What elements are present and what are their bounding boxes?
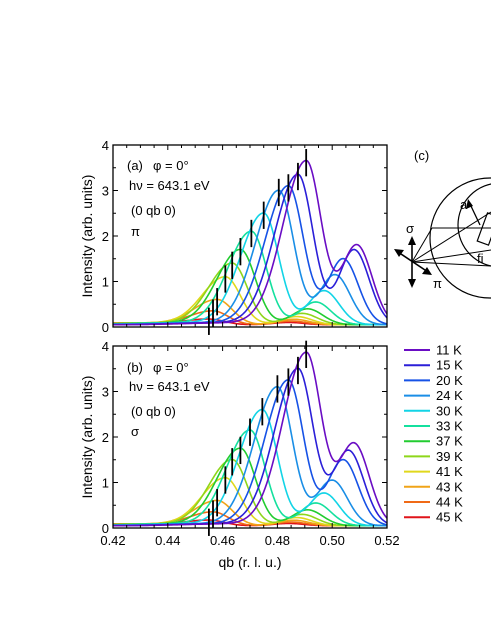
legend-entry: 39 K: [436, 449, 463, 464]
series-line: [112, 173, 388, 326]
panel-c-schematic: (c) σ π a fi: [394, 148, 491, 299]
y-tick-label: 2: [102, 229, 109, 244]
sample-circle-inner: [457, 183, 491, 267]
pi-arrowhead-1-icon: [394, 249, 404, 257]
legend-entry: 11 K: [436, 343, 462, 358]
annotation-energy-b: hν = 643.1 eV: [129, 379, 210, 394]
annotation-pol-b: σ: [131, 424, 139, 439]
y-axis-label-a: Intensity (arb. units): [79, 175, 95, 298]
pi-arrowhead-2-icon: [422, 267, 432, 275]
x-tick-label: 0.52: [374, 533, 399, 548]
y-tick-label: 0: [102, 521, 109, 536]
y-tick-labels-b: 0 1 2 3 4: [102, 339, 109, 536]
x-axis-label: qb (r. l. u.): [218, 554, 281, 570]
legend-entry: 30 K: [436, 403, 463, 418]
y-axis-label-b: Intensity (arb. units): [79, 376, 95, 499]
x-tick-label: 0.44: [155, 533, 180, 548]
pi-label: π: [433, 276, 442, 291]
series-line: [112, 351, 388, 527]
sigma-arrowhead-down-icon: [408, 279, 416, 288]
annotation-pol-a: π: [131, 224, 140, 239]
sigma-arrowhead-up-icon: [408, 236, 416, 245]
peak-markers-b: [207, 340, 308, 536]
legend-entry: 15 K: [436, 358, 463, 373]
y-tick-label: 1: [102, 476, 109, 491]
y-tick-label: 3: [102, 385, 109, 400]
curves-a: [112, 159, 388, 326]
plane-line-2: [411, 227, 433, 263]
fi-label: fi: [477, 251, 484, 266]
x-tick-label: 0.48: [265, 533, 290, 548]
series-line: [112, 159, 388, 326]
x-tick-label: 0.42: [100, 533, 125, 548]
plane-line-3: [411, 261, 491, 267]
legend-entry: 37 K: [436, 434, 463, 449]
a-axis-label: a: [460, 197, 468, 212]
x-tick-labels-b: 0.42 0.44 0.46 0.48 0.50 0.52: [100, 533, 399, 548]
series-line: [112, 275, 387, 326]
series-line: [112, 262, 387, 326]
legend-entry: 41 K: [436, 464, 463, 479]
y-tick-label: 1: [102, 275, 109, 290]
panel-b: 0 1 2 3 4 0.42 0.44 0.46 0.48 0.50 0.52 Intensity…: [79, 339, 400, 570]
y-tick-label: 4: [102, 138, 109, 153]
pi-arrow-icon: [397, 251, 429, 273]
beam-line-2: [411, 249, 491, 263]
panel-label-b: (b): [127, 360, 143, 375]
axis-ticks-b: [112, 345, 388, 529]
series-line: [112, 212, 387, 326]
a-axis-arrowhead-icon: [466, 199, 473, 209]
y-tick-labels-a: 0 1 2 3 4: [102, 138, 109, 335]
y-tick-label: 4: [102, 339, 109, 354]
legend: 11 K15 K20 K24 K30 K33 K37 K39 K41 K43 K…: [404, 343, 463, 525]
annotation-phi-a: φ = 0°: [153, 158, 189, 173]
a-axis-arrow-icon: [469, 203, 481, 226]
legend-entry: 43 K: [436, 479, 463, 494]
peak-markers-a: [207, 149, 308, 335]
legend-entry: 44 K: [436, 495, 463, 510]
annotation-energy-a: hν = 643.1 eV: [129, 178, 210, 193]
panel-label-a: (a): [127, 158, 143, 173]
annotation-q-a: (0 qb 0): [131, 203, 176, 218]
annotation-q-b: (0 qb 0): [131, 404, 176, 419]
axis-ticks-a: [112, 144, 388, 328]
y-tick-label: 3: [102, 184, 109, 199]
legend-entry: 20 K: [436, 373, 463, 388]
legend-entry: 24 K: [436, 388, 463, 403]
sample-circle-outer: [429, 177, 491, 299]
y-tick-label: 0: [102, 320, 109, 335]
legend-entry: 33 K: [436, 419, 463, 434]
x-tick-label: 0.46: [210, 533, 235, 548]
x-tick-label: 0.50: [320, 533, 345, 548]
legend-entry: 45 K: [436, 510, 463, 525]
annotation-phi-b: φ = 0°: [153, 360, 189, 375]
y-tick-label: 2: [102, 430, 109, 445]
panel-label-c: (c): [414, 148, 429, 163]
crystal-box: [476, 212, 491, 246]
sigma-label: σ: [406, 221, 414, 236]
